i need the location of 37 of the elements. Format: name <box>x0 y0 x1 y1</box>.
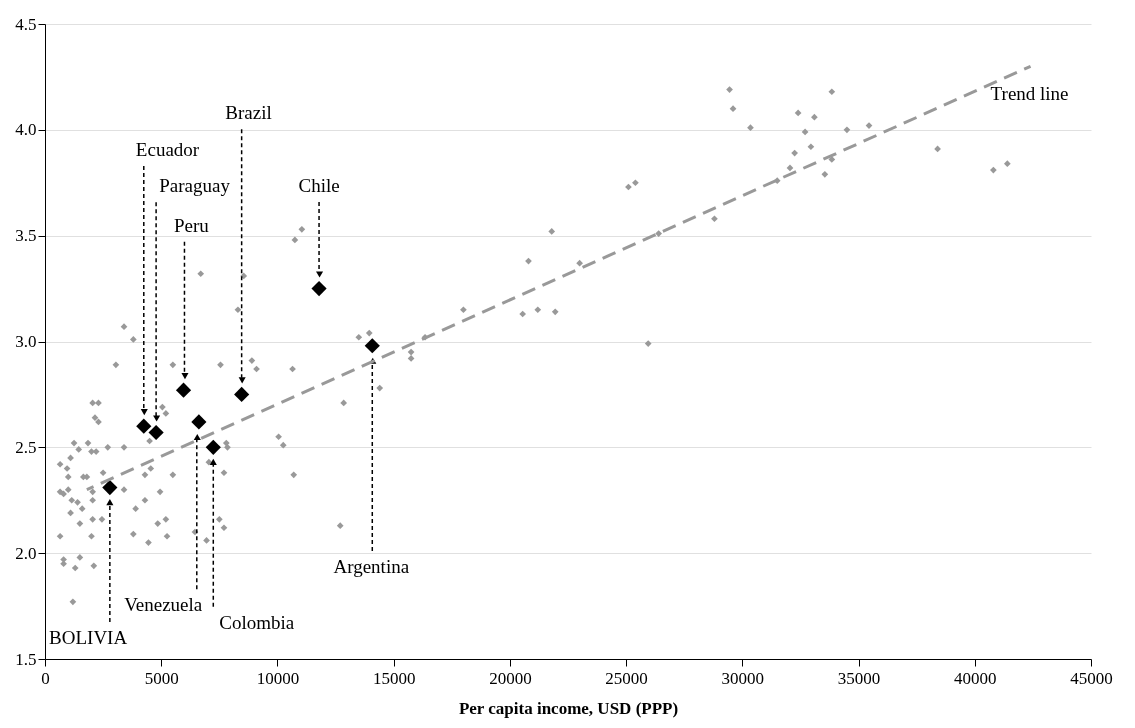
annotation: Brazil <box>225 102 272 124</box>
annotation: Argentina <box>333 555 410 577</box>
x-axis-title: Per capita income, USD (PPP) <box>458 698 679 718</box>
y-tick-label: 2.0 <box>15 543 37 563</box>
point <box>311 281 327 297</box>
annotation: BOLIVIA <box>49 626 128 648</box>
annotation: Chile <box>298 175 340 197</box>
x-tick-label: 10000 <box>256 668 300 688</box>
point <box>102 479 118 496</box>
x-tick-label: 20000 <box>489 668 532 688</box>
x-tick-label: 15000 <box>372 668 416 688</box>
x-tick-label: 25000 <box>605 668 648 688</box>
y-tick-label: 1.5 <box>15 649 37 669</box>
x-tick-label: 45000 <box>1070 668 1113 688</box>
x-tick-label: 30000 <box>721 668 765 688</box>
y-tick-label: 3.5 <box>15 226 37 246</box>
point <box>136 418 152 434</box>
annotation: Colombia <box>219 611 295 633</box>
x-tick-label: 35000 <box>837 668 881 688</box>
point <box>148 424 164 441</box>
point <box>191 414 207 430</box>
series-label: Trend line <box>990 83 1069 105</box>
y-tick-label: 2.5 <box>15 437 37 457</box>
y-tick-label: 3.0 <box>15 332 37 351</box>
y-tick-label: 4.0 <box>15 120 37 140</box>
x-tick-label: 40000 <box>954 668 997 688</box>
annotation: Paraguay <box>159 175 231 197</box>
x-tick-label: 5000 <box>144 668 179 688</box>
annotation: Peru <box>173 214 210 236</box>
annotation: Venezuela <box>124 594 203 616</box>
point <box>205 439 221 455</box>
x-tick-label: 0 <box>41 668 50 688</box>
y-tick-label: 4.5 <box>15 14 37 34</box>
annotation: Ecuador <box>135 139 200 160</box>
point <box>234 386 250 402</box>
point <box>364 338 380 354</box>
point <box>175 382 192 398</box>
